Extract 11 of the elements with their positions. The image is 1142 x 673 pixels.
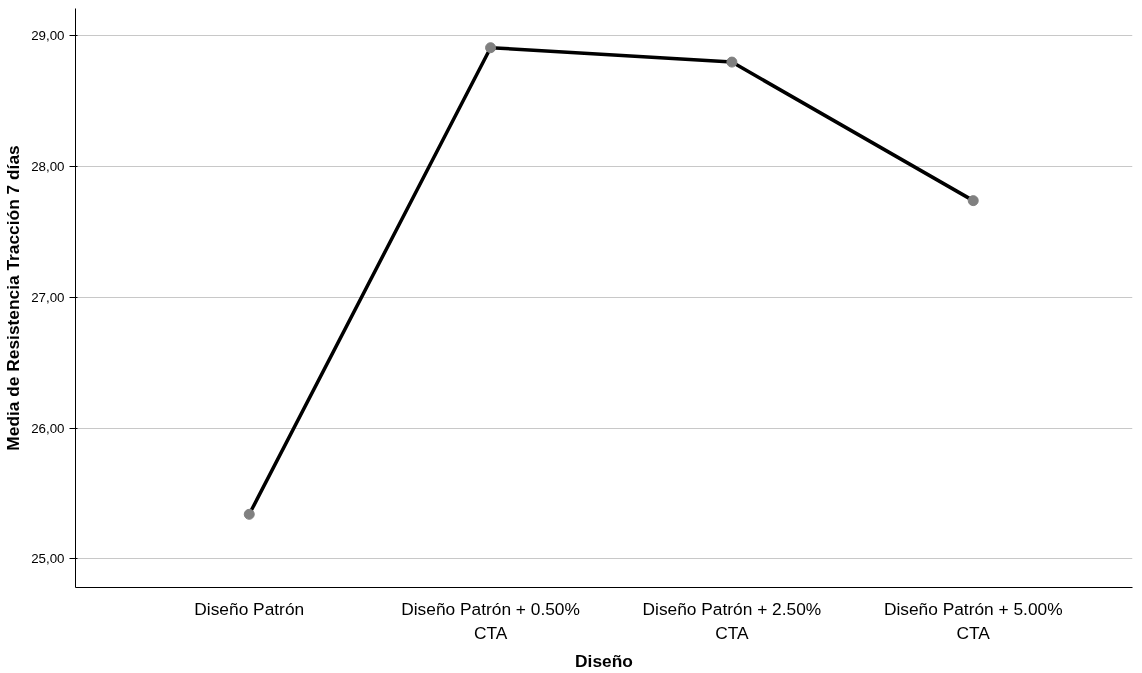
x-tick-label: Diseño Patrón + 0.50% CTA — [401, 598, 580, 643]
y-tick-label: 29,00 — [31, 28, 65, 44]
y-axis-title: Media de Resistencia Tracción 7 días — [3, 145, 24, 451]
x-tick-label: Diseño Patrón + 5.00% CTA — [883, 598, 1063, 643]
x-tick-label: Diseño Patrón + 2.50% CTA — [642, 598, 822, 643]
y-tick-label: 25,00 — [31, 551, 65, 567]
x-axis-title: Diseño — [575, 650, 633, 671]
y-tick-label: 28,00 — [31, 159, 65, 175]
y-tick-label: 27,00 — [31, 289, 65, 305]
x-tick-label: Diseño Patrón — [194, 598, 305, 619]
y-tick-label: 26,00 — [31, 420, 65, 436]
